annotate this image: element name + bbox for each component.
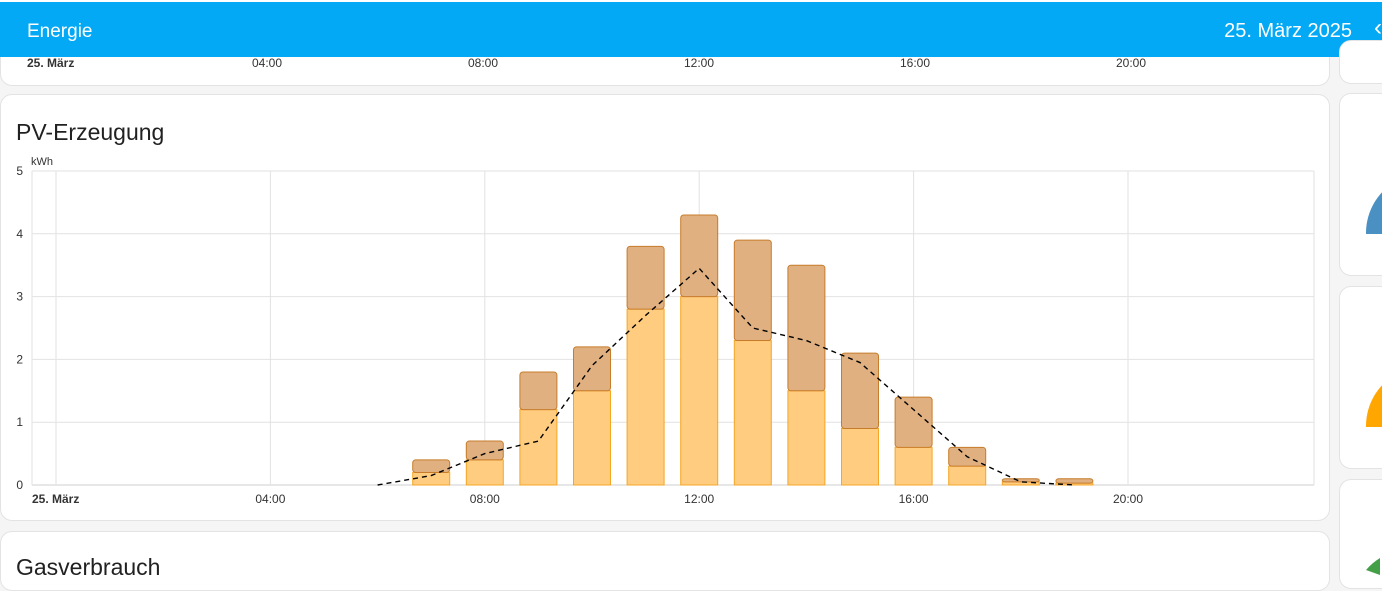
pv-production-card: PV-Erzeugung kWh 0 1 2 3 4 5 25. März 04:00 08:00…	[0, 94, 1330, 521]
bar-segment-2[interactable]	[1055, 478, 1094, 484]
side-card-grid	[1339, 93, 1382, 276]
y-tick-label: 2	[16, 352, 23, 366]
x-tick-label: 20:00	[1113, 492, 1143, 506]
forecast-line	[377, 267, 1075, 486]
gauge-arc-green	[1366, 558, 1380, 575]
top-axis-label: 16:00	[900, 56, 930, 70]
bar-segment-1[interactable]	[573, 390, 611, 486]
bar-segment-1[interactable]	[733, 340, 772, 486]
bar-segment-2[interactable]	[733, 239, 772, 342]
gauge-arc-orange	[1365, 385, 1382, 427]
bar-segment-2[interactable]	[465, 440, 504, 461]
bar-segment-2[interactable]	[626, 245, 665, 310]
grid-gauge	[1365, 192, 1382, 234]
y-axis-unit-label: kWh	[31, 156, 53, 168]
bar-segment-1[interactable]	[412, 471, 451, 486]
chevron-left-icon[interactable]: ‹	[1374, 14, 1382, 41]
y-tick-label: 0	[16, 478, 23, 492]
top-axis-label: 25. März	[27, 56, 74, 70]
page-title: Energie	[27, 21, 93, 42]
gas-gauge	[1366, 558, 1380, 575]
card-title-gas: Gasverbrauch	[16, 554, 161, 580]
bar-segment-2[interactable]	[412, 459, 451, 473]
bar-segment-1[interactable]	[465, 459, 504, 486]
top-axis-label: 12:00	[684, 56, 714, 70]
gauge-arc-blue	[1365, 192, 1382, 234]
bar-segment-2[interactable]	[787, 264, 826, 392]
y-tick-label: 5	[16, 164, 23, 178]
bar-segment-1[interactable]	[841, 427, 879, 486]
bar-segment-1[interactable]	[894, 446, 933, 486]
side-card-gas	[1339, 479, 1382, 589]
top-axis-label: 20:00	[1116, 56, 1146, 70]
app-header: Energie 25. März 2025 ‹	[0, 0, 1382, 57]
bar-segment-2[interactable]	[894, 396, 933, 448]
side-card-top	[1339, 40, 1382, 84]
bar-segment-2[interactable]	[680, 214, 719, 298]
y-tick-label: 3	[16, 290, 23, 304]
bar-segment-2[interactable]	[1001, 478, 1040, 483]
x-tick-label: 12:00	[684, 492, 714, 506]
bar-segment-1[interactable]	[519, 409, 558, 486]
date-picker-label[interactable]: 25. März 2025	[1224, 20, 1352, 42]
bar-segment-1[interactable]	[626, 308, 665, 486]
bar-segment-2[interactable]	[519, 371, 558, 411]
y-tick-label: 1	[16, 415, 23, 429]
x-tick-label: 04:00	[255, 492, 285, 506]
solar-gauge	[1365, 385, 1382, 427]
y-tick-label: 4	[16, 227, 23, 241]
gas-consumption-card: Gasverbrauch	[0, 531, 1330, 591]
bar-segment-2[interactable]	[841, 352, 879, 429]
top-axis-label: 04:00	[252, 56, 282, 70]
card-title: PV-Erzeugung	[16, 119, 165, 145]
bar-segment-1[interactable]	[787, 390, 826, 486]
top-card-axis: 25. März 04:00 08:00 12:00 16:00 20:00	[27, 56, 1146, 70]
bar-segment-1[interactable]	[948, 465, 987, 486]
top-axis-label: 08:00	[468, 56, 498, 70]
x-tick-label: 25. März	[32, 492, 79, 506]
side-card-solar	[1339, 286, 1382, 469]
pv-chart: kWh 0 1 2 3 4 5 25. März 04:00 08:00 12:00 16:00 20:…	[16, 156, 1315, 506]
x-tick-label: 16:00	[899, 492, 929, 506]
x-tick-label: 08:00	[470, 492, 500, 506]
bar-segment-1[interactable]	[680, 296, 719, 486]
